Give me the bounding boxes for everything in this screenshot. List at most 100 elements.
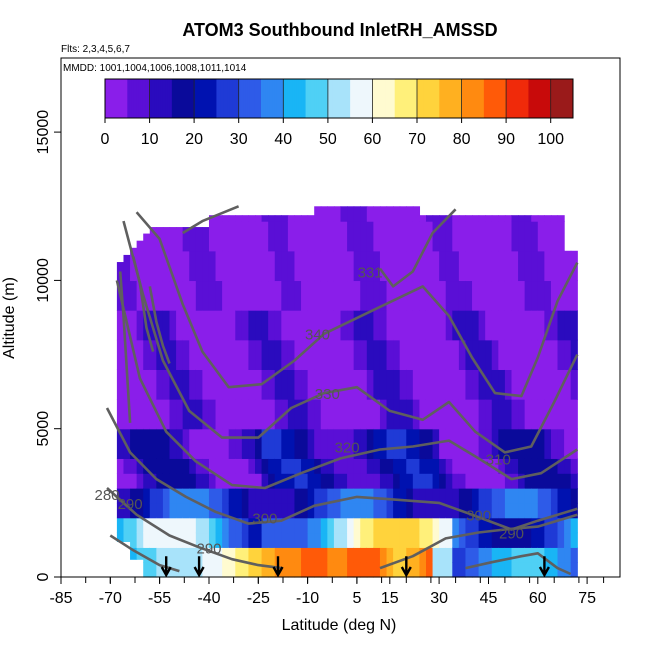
contour-line (465, 552, 572, 576)
heatmap-cell (386, 458, 394, 474)
heatmap-cell (550, 399, 559, 430)
heatmap-cell (235, 532, 243, 548)
heatmap-cell (281, 280, 289, 311)
heatmap-cell (379, 206, 388, 222)
heatmap-cell (149, 250, 157, 282)
colorbar-swatch (281, 79, 284, 118)
heatmap-cell (570, 547, 578, 563)
heatmap-cell (156, 488, 164, 504)
heatmap-cell (518, 250, 526, 282)
heatmap-cell (425, 215, 434, 222)
heatmap-cell (208, 399, 217, 430)
heatmap-cell (320, 488, 328, 504)
heatmap-cell (248, 473, 256, 489)
colorbar-swatch (392, 79, 396, 118)
heatmap-cell (123, 488, 131, 504)
heatmap-cell (537, 215, 545, 222)
heatmap-cell (222, 458, 230, 474)
heatmap-cell (189, 532, 197, 548)
heatmap-cell (261, 310, 269, 341)
heatmap-cell (228, 502, 236, 519)
heatmap-cell (439, 399, 447, 430)
heatmap-cell (195, 369, 203, 400)
heatmap-cell (531, 215, 539, 222)
heatmap-cell (445, 221, 453, 252)
heatmap-cell (353, 473, 361, 489)
heatmap-cell (208, 562, 217, 578)
heatmap-cell (347, 473, 355, 489)
heatmap-cell (116, 488, 125, 504)
colorbar-swatch (535, 79, 538, 118)
heatmap-cell (301, 399, 309, 430)
heatmap-cell (287, 458, 296, 474)
heatmap-cell (307, 399, 315, 430)
heatmap-cell (189, 488, 197, 504)
heatmap-cell (504, 310, 513, 341)
heatmap-cell (248, 221, 256, 252)
heatmap-cell (511, 428, 519, 459)
heatmap-cell (373, 532, 381, 548)
heatmap-cell (182, 369, 190, 400)
colorbar-swatch (365, 79, 369, 118)
colorbar-swatch (559, 79, 563, 118)
heatmap-cell (399, 502, 407, 519)
heatmap-cell (570, 310, 578, 341)
heatmap-cell (373, 458, 381, 474)
heatmap-cell (274, 280, 282, 311)
heatmap-cell (570, 339, 578, 370)
heatmap-cell (458, 399, 467, 430)
heatmap-cell (537, 399, 545, 430)
colorbar-swatch (310, 79, 313, 118)
heatmap-cell (294, 562, 302, 578)
heatmap-cell (485, 339, 493, 370)
heatmap-cell (176, 517, 184, 534)
heatmap-cell (386, 250, 394, 282)
colorbar-swatch (307, 79, 311, 118)
heatmap-cell (130, 250, 138, 282)
heatmap-cell (465, 250, 473, 282)
heatmap-cell (399, 206, 407, 222)
heatmap-cell (386, 399, 394, 430)
heatmap-cell (176, 547, 184, 563)
heatmap-cell (241, 502, 250, 519)
heatmap-cell (366, 221, 374, 252)
heatmap-cell (366, 310, 374, 341)
heatmap-cell (215, 517, 223, 534)
colorbar-swatch (267, 79, 271, 118)
colorbar-swatch (374, 79, 378, 118)
heatmap-cell (222, 310, 230, 341)
heatmap-cell (544, 488, 552, 504)
heatmap-cell (366, 502, 374, 519)
colorbar-tick-label: 40 (274, 131, 292, 148)
heatmap-cell (314, 369, 322, 400)
contour-line (379, 513, 578, 570)
heatmap-cell (116, 428, 125, 459)
heatmap-cell (458, 458, 467, 474)
heatmap-cell (287, 473, 296, 489)
heatmap-cell (268, 215, 276, 222)
heatmap-cell (333, 488, 342, 504)
heatmap-cell (136, 280, 144, 311)
heatmap-cell (544, 280, 552, 311)
colorbar-swatch (339, 79, 342, 118)
heatmap-cell (169, 250, 177, 282)
heatmap-cell (136, 369, 144, 400)
heatmap-cell (241, 428, 250, 459)
heatmap-cell (116, 502, 125, 519)
heatmap-cell (531, 562, 539, 578)
flights-note: Flts: 2,3,4,5,6,7 (61, 44, 130, 55)
heatmap-cell (340, 206, 348, 222)
heatmap-cell (162, 399, 171, 430)
heatmap-cell (524, 250, 532, 282)
heatmap-cell (235, 502, 243, 519)
heatmap-cell (340, 280, 348, 311)
heatmap-cell (202, 428, 210, 459)
heatmap-cell (373, 488, 381, 504)
heatmap-cell (524, 428, 532, 459)
heatmap-cell (195, 250, 203, 282)
heatmap-cell (472, 473, 480, 489)
heatmap-cell (347, 532, 355, 548)
heatmap-cell (379, 310, 388, 341)
heatmap-cell (340, 339, 348, 370)
heatmap-cell (544, 502, 552, 519)
